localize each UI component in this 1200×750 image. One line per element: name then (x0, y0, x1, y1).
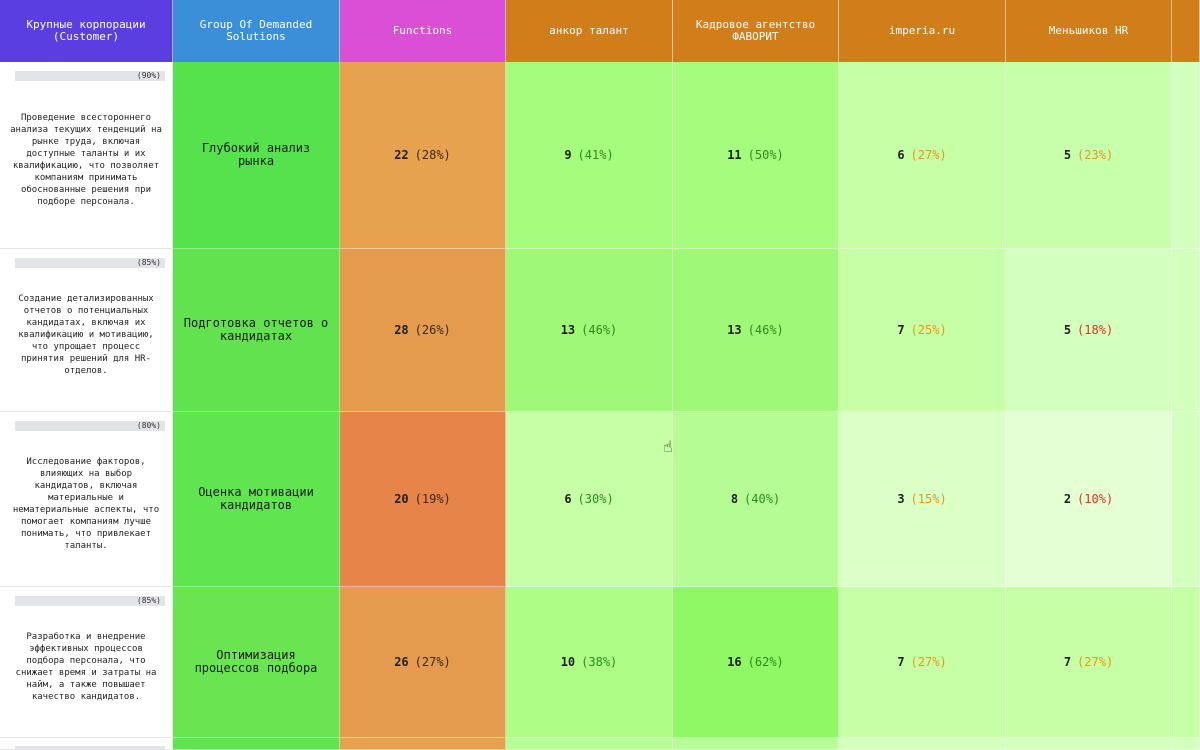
agency-score-percent: (23%) (1077, 148, 1114, 162)
partial-row-cell (0, 738, 173, 750)
agency-score-percent: (15%) (910, 492, 947, 506)
customer-description-cell: (80%) Исследование факторов, влияющих на … (0, 412, 173, 587)
customer-description-text: Проведение всестороннего анализа текущих… (10, 113, 162, 207)
relevance-bar (15, 746, 165, 749)
agency-score-percent: (40%) (744, 492, 781, 506)
agency-score-count: 8 (730, 492, 739, 506)
agency-score-count: 7 (897, 323, 905, 337)
agency-score-percent: (38%) (581, 655, 618, 669)
functions-count: 22 (394, 148, 409, 162)
agency-score-percent: (25%) (910, 323, 947, 337)
extra-column-cell[interactable] (1172, 587, 1200, 738)
extra-column-cell[interactable] (1172, 62, 1200, 249)
extra-column-cell[interactable] (1172, 412, 1200, 587)
agency-score-cell[interactable]: 13 (46%) (506, 249, 673, 412)
agency-score-count: 13 (560, 323, 576, 337)
customer-description-cell: (90%) Проведение всестороннего анализа те… (0, 62, 173, 249)
header-extra (1172, 0, 1200, 62)
agency-score-percent: (27%) (1077, 655, 1114, 669)
agency-score-count: 2 (1063, 492, 1072, 506)
agency-score-count: 16 (727, 655, 742, 669)
agency-score-percent: (46%) (581, 323, 618, 337)
header-favorit: Кадровое агентство ФАВОРИТ (673, 0, 839, 62)
agency-score-cell[interactable]: 9 (41%) (506, 62, 673, 249)
partial-row-cell (1006, 738, 1172, 750)
agency-score-percent: (27%) (910, 148, 947, 162)
relevance-bar: (85%) (15, 596, 165, 606)
functions-percent: (26%) (414, 323, 451, 337)
hand-cursor-icon: ☝ (663, 437, 673, 456)
agency-score-percent: (41%) (577, 148, 614, 162)
relevance-bar: (90%) (15, 71, 165, 81)
functions-count: 20 (394, 492, 409, 506)
agency-score-cell[interactable]: 8 (40%) (673, 412, 839, 587)
agency-score-count: 7 (897, 655, 905, 669)
functions-cell[interactable]: 22 (28%) (340, 62, 506, 249)
partial-row-cell (340, 738, 506, 750)
agency-score-cell[interactable]: 5 (23%) (1006, 62, 1172, 249)
agency-score-percent: (27%) (910, 655, 947, 669)
partial-row-cell (673, 738, 839, 750)
agency-score-count: 3 (897, 492, 905, 506)
agency-score-count: 11 (727, 148, 742, 162)
agency-score-percent: (30%) (577, 492, 614, 506)
agency-score-cell[interactable]: 7 (27%) (839, 587, 1006, 738)
functions-count: 26 (394, 655, 409, 669)
header-functions: Functions (340, 0, 506, 62)
customer-description-text: Исследование факторов, влияющих на выбор… (12, 457, 160, 551)
agency-score-cell[interactable]: 5 (18%) (1006, 249, 1172, 412)
functions-percent: (28%) (414, 148, 451, 162)
functions-cell[interactable]: 26 (27%) (340, 587, 506, 738)
agency-score-percent: (46%) (747, 323, 784, 337)
agency-score-cell[interactable]: 10 (38%) (506, 587, 673, 738)
agency-score-cell[interactable]: 16 (62%) (673, 587, 839, 738)
agency-score-count: 7 (1063, 655, 1072, 669)
partial-row-cell (839, 738, 1006, 750)
header-menshikov: Меньшиков HR (1006, 0, 1172, 62)
customer-description-text: Разработка и внедрение эффективных проце… (15, 632, 157, 702)
partial-row-cell (1172, 738, 1200, 750)
partial-row-cell (173, 738, 340, 750)
agency-score-cell[interactable]: 7 (27%) (1006, 587, 1172, 738)
agency-score-count: 6 (897, 148, 905, 162)
extra-column-cell[interactable] (1172, 249, 1200, 412)
functions-cell[interactable]: 28 (26%) (340, 249, 506, 412)
agency-score-cell[interactable]: 2 (10%) (1006, 412, 1172, 587)
partial-row-cell (506, 738, 673, 750)
functions-count: 28 (394, 323, 409, 337)
relevance-bar: (85%) (15, 258, 165, 268)
functions-percent: (19%) (414, 492, 451, 506)
agency-score-count: 9 (564, 148, 572, 162)
header-solutions: Group Of Demanded Solutions (173, 0, 340, 62)
agency-score-cell[interactable]: 11 (50%) (673, 62, 839, 249)
agency-score-cell[interactable]: 6 (30%) (506, 412, 673, 587)
agency-score-cell[interactable]: 13 (46%) (673, 249, 839, 412)
agency-score-count: 10 (560, 655, 576, 669)
relevance-bar: (80%) (15, 421, 165, 431)
header-customer: Крупные корпорации (Customer) (0, 0, 173, 62)
solution-cell[interactable]: Оптимизация процессов подбора (173, 587, 340, 738)
customer-description-cell: (85%) Разработка и внедрение эффективных … (0, 587, 173, 738)
agency-score-cell[interactable]: 7 (25%) (839, 249, 1006, 412)
solution-cell[interactable]: Оценка мотивации кандидатов (173, 412, 340, 587)
agency-score-count: 5 (1063, 148, 1072, 162)
functions-cell[interactable]: 20 (19%) (340, 412, 506, 587)
customer-description-cell: (85%) Создание детализированных отчетов о… (0, 249, 173, 412)
customer-description-text: Создание детализированных отчетов о поте… (18, 294, 154, 376)
agency-score-cell[interactable]: 6 (27%) (839, 62, 1006, 249)
agency-score-cell[interactable]: 3 (15%) (839, 412, 1006, 587)
agency-score-count: 13 (727, 323, 742, 337)
agency-score-percent: (10%) (1077, 492, 1114, 506)
solution-cell[interactable]: Глубокий анализ рынка (173, 62, 340, 249)
header-imperia: imperia.ru (839, 0, 1006, 62)
functions-percent: (27%) (414, 655, 451, 669)
agency-score-percent: (50%) (747, 148, 784, 162)
agency-score-percent: (62%) (747, 655, 784, 669)
agency-score-count: 5 (1063, 323, 1072, 337)
agency-score-count: 6 (564, 492, 572, 506)
header-ankor-talant: анкор талант (506, 0, 673, 62)
solution-cell[interactable]: Подготовка отчетов о кандидатах (173, 249, 340, 412)
agency-score-percent: (18%) (1077, 323, 1114, 337)
